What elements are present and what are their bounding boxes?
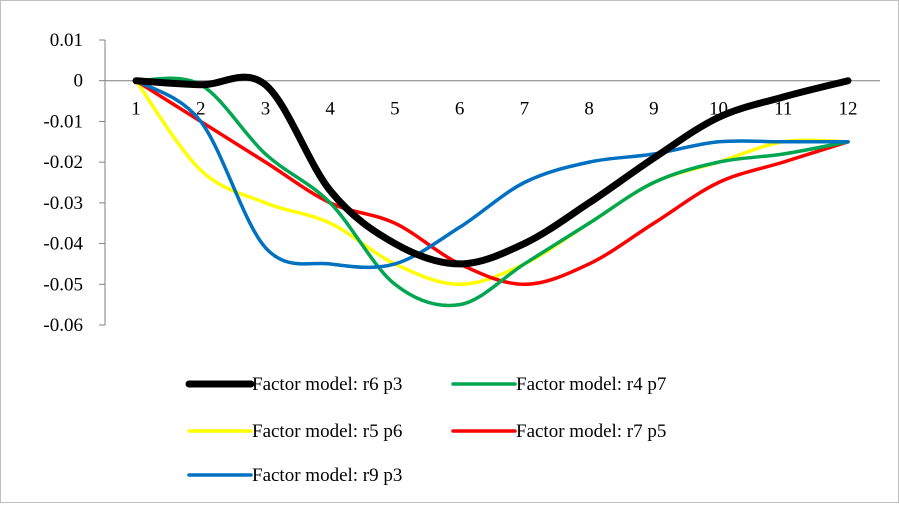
legend-label: Factor model: r7 p5 — [516, 421, 666, 442]
legend-label: Factor model: r5 p6 — [252, 421, 402, 442]
x-tick-label: 1 — [131, 99, 141, 120]
y-tick-label: 0 — [74, 71, 84, 92]
x-axis: 1 2 3 4 5 6 7 8 9 10 11 12 — [105, 80, 880, 120]
legend: Factor model: r6 p3 Factor model: r4 p7 Fa… — [185, 374, 666, 486]
x-tick-label: 11 — [774, 99, 792, 120]
y-tick-label: -0.04 — [43, 234, 83, 255]
x-tick-label: 9 — [649, 99, 659, 120]
y-tick-label: -0.03 — [43, 193, 83, 214]
y-tick-label: -0.05 — [43, 274, 83, 295]
x-tick-label: 7 — [520, 99, 530, 120]
legend-label: Factor model: r4 p7 — [516, 374, 666, 395]
series-line-1 — [132, 73, 852, 268]
x-tick-label: 5 — [390, 99, 400, 120]
y-tick-label: -0.06 — [43, 315, 83, 336]
x-tick-label: 8 — [584, 99, 594, 120]
y-tick-label: 0.01 — [50, 30, 83, 51]
x-tick-label: 6 — [455, 99, 465, 120]
y-tick-label: -0.01 — [43, 111, 83, 132]
series-lines — [132, 73, 852, 308]
legend-label: Factor model: r6 p3 — [252, 374, 402, 395]
series-line-5 — [134, 78, 850, 270]
x-tick-label: 2 — [196, 99, 206, 120]
x-tick-label: 4 — [325, 99, 335, 120]
x-tick-label: 3 — [261, 99, 271, 120]
y-axis: 0.01 0 -0.01 -0.02 -0.03 -0.04 -0.05 -0.06 — [43, 30, 106, 336]
y-tick-label: -0.02 — [43, 152, 83, 173]
legend-label: Factor model: r9 p3 — [252, 465, 402, 486]
series-line-4 — [134, 78, 850, 287]
x-tick-label: 12 — [839, 99, 858, 120]
series-line-2 — [134, 76, 850, 308]
